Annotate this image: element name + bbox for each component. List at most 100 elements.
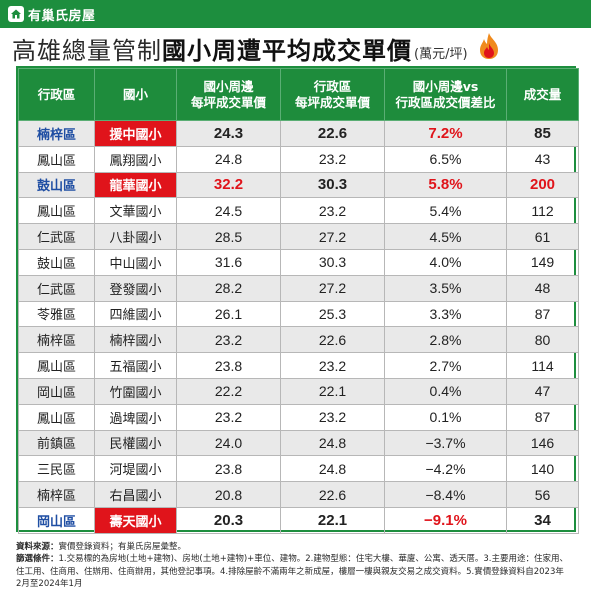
cell-school: 四維國小 [94,300,177,328]
cell-school: 民權國小 [94,429,177,457]
cell-school: 文華國小 [94,197,177,225]
cell-school-price: 24.8 [176,145,281,173]
title-main: 國小周遭平均成交單價 [162,36,412,65]
title-unit: (萬元/坪) [414,46,468,62]
table-row: 苓雅區 四維國小 26.1 25.3 3.3% 87 [18,300,579,328]
table-row: 前鎮區 民權國小 24.0 24.8 −3.7% 146 [18,429,579,457]
cell-diff: 4.5% [384,223,507,250]
cell-district-price: 22.1 [280,506,385,534]
cell-school: 竹圍國小 [94,377,177,405]
cell-diff: −4.2% [384,455,507,483]
cell-district: 岡山區 [18,506,95,534]
cell-school: 援中國小 [94,120,177,147]
cell-district-price: 24.8 [280,429,385,457]
table-row: 鳳山區 過埤國小 23.2 23.2 0.1% 87 [18,403,579,431]
table-row: 三民區 河堤國小 23.8 24.8 −4.2% 140 [18,455,579,483]
house-logo-icon [8,6,24,22]
table-row: 鳳山區 鳳翔國小 24.8 23.2 6.5% 43 [18,145,579,173]
cell-school-price: 24.3 [176,120,281,147]
cell-district-price: 24.8 [280,455,385,483]
cell-district-price: 23.2 [280,352,385,379]
cell-volume: 149 [506,248,579,276]
cell-district-price: 22.6 [280,326,385,354]
cell-school: 過埤國小 [94,403,177,431]
cell-district-price: 27.2 [280,274,385,302]
table-row: 鼓山區 中山國小 31.6 30.3 4.0% 149 [18,248,579,276]
cell-diff: 0.1% [384,403,507,431]
cell-school-price: 24.5 [176,197,281,225]
cell-school-price: 20.3 [176,506,281,534]
cell-diff: 0.4% [384,377,507,405]
table-row: 鳳山區 五福國小 23.8 23.2 2.7% 114 [18,352,579,379]
cell-school: 壽天國小 [94,506,177,534]
cell-school-price: 28.5 [176,223,281,250]
cell-volume: 61 [506,223,579,250]
cell-district-price: 22.6 [280,120,385,147]
cell-school-price: 31.6 [176,248,281,276]
table-row: 仁武區 八卦國小 28.5 27.2 4.5% 61 [18,223,579,250]
cell-diff: 7.2% [384,120,507,147]
cell-district: 鳳山區 [18,403,95,431]
cell-school: 右昌國小 [94,481,177,508]
cell-district: 鳳山區 [18,145,95,173]
cell-diff: −8.4% [384,481,507,508]
cell-district-price: 30.3 [280,171,385,199]
cell-district-price: 23.2 [280,145,385,173]
cell-diff: 3.5% [384,274,507,302]
cell-district-price: 27.2 [280,223,385,250]
cell-district: 苓雅區 [18,300,95,328]
fire-icon [474,31,504,65]
header-district: 行政區 [18,68,95,121]
cell-volume: 43 [506,145,579,173]
cell-school-price: 23.2 [176,326,281,354]
cell-school: 鳳翔國小 [94,145,177,173]
table-row: 仁武區 登發國小 28.2 27.2 3.5% 48 [18,274,579,302]
cell-school-price: 26.1 [176,300,281,328]
header-district-price: 行政區 每坪成交單價 [280,68,385,121]
cell-district: 仁武區 [18,274,95,302]
table-row: 楠梓區 楠梓國小 23.2 22.6 2.8% 80 [18,326,579,354]
cell-volume: 47 [506,377,579,405]
cell-district-price: 23.2 [280,403,385,431]
filter-note: 篩選條件：1.交易標的為房地(土地+建物)、房地(土地+建物)+車位、建物。2.… [16,554,568,565]
cell-school: 龍華國小 [94,171,177,199]
cell-district: 三民區 [18,455,95,483]
cell-district: 前鎮區 [18,429,95,457]
cell-diff: 2.7% [384,352,507,379]
cell-diff: 3.3% [384,300,507,328]
cell-diff: 5.8% [384,171,507,199]
cell-district-price: 22.1 [280,377,385,405]
cell-diff: −9.1% [384,506,507,534]
header-volume: 成交量 [506,68,579,121]
cell-volume: 114 [506,352,579,379]
cell-district: 楠梓區 [18,481,95,508]
price-table: 行政區 國小 國小周邊 每坪成交單價 行政區 每坪成交單價 國小周邊vs 行政區成交價… [16,66,579,534]
cell-diff: 2.8% [384,326,507,354]
cell-school-price: 22.2 [176,377,281,405]
cell-school: 楠梓國小 [94,326,177,354]
table-row: 鳳山區 文華國小 24.5 23.2 5.4% 112 [18,197,579,225]
cell-diff: 5.4% [384,197,507,225]
cell-volume: 200 [506,171,579,199]
table-row: 岡山區 壽天國小 20.3 22.1 −9.1% 34 [18,506,579,534]
cell-volume: 112 [506,197,579,225]
cell-district: 鳳山區 [18,352,95,379]
cell-diff: −3.7% [384,429,507,457]
cell-school-price: 32.2 [176,171,281,199]
page-title: 高雄總量管制 國小周遭平均成交單價 (萬元/坪) [12,31,581,65]
cell-district: 楠梓區 [18,120,95,147]
cell-school: 八卦國小 [94,223,177,250]
cell-volume: 85 [506,120,579,147]
cell-district-price: 22.6 [280,481,385,508]
header-school: 國小 [94,68,177,121]
cell-diff: 4.0% [384,248,507,276]
cell-district: 岡山區 [18,377,95,405]
table-row: 楠梓區 右昌國小 20.8 22.6 −8.4% 56 [18,481,579,508]
cell-district-price: 30.3 [280,248,385,276]
cell-school-price: 23.8 [176,352,281,379]
brand-name: 有巢氏房屋 [28,8,96,24]
footnotes: 資料來源：實價登錄資料；有巢氏房屋彙整。 篩選條件：1.交易標的為房地(土地+建… [16,541,578,590]
cell-school-price: 28.2 [176,274,281,302]
header-school-price: 國小周邊 每坪成交單價 [176,68,281,121]
cell-diff: 6.5% [384,145,507,173]
